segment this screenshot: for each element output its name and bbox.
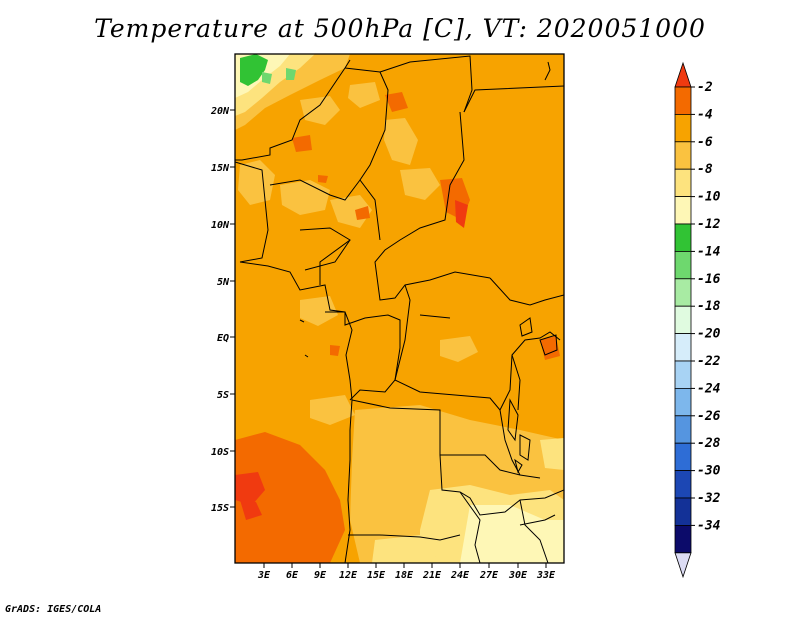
colorbar-label: -8 [697, 162, 713, 177]
lon-tick-label: 21E [422, 570, 442, 581]
lat-tick-label: 5N [217, 277, 230, 288]
lon-tick-label: 12E [339, 570, 358, 581]
temperature-field [235, 54, 564, 563]
colorbar-label: -18 [697, 299, 721, 314]
lon-tick-label: 3E [257, 570, 271, 581]
lon-tick-label: 33E [536, 570, 556, 581]
colorbar-swatch [674, 168, 692, 197]
colorbar-label: -16 [697, 272, 721, 287]
lat-tick-label: 5S [217, 390, 229, 401]
colorbar-label: -6 [697, 135, 713, 150]
colorbar-swatch [674, 525, 692, 554]
colorbar-label: -22 [697, 354, 721, 369]
colorbar-bottom-arrow [674, 552, 692, 579]
colorbar-swatch [674, 196, 692, 225]
colorbar-swatch [674, 141, 692, 170]
lat-axis: 20N 15N 10N 5N EQ 5S 10S 15S [210, 106, 235, 514]
colorbar-swatch [674, 333, 692, 362]
colorbar-top-arrow [674, 61, 692, 88]
colorbar-swatch [674, 360, 692, 389]
colorbar-swatch [674, 278, 692, 307]
lat-tick-label: 10N [211, 220, 230, 231]
colorbar-label: -14 [697, 244, 721, 259]
colorbar-swatch [674, 387, 692, 417]
lat-tick-label: 10S [211, 447, 229, 458]
colorbar-swatch [674, 250, 692, 280]
colorbar-swatch [674, 415, 692, 444]
lat-tick-label: 20N [210, 106, 230, 117]
colorbar-label: -10 [697, 190, 721, 205]
colorbar-swatch [674, 305, 692, 335]
lon-tick-label: 18E [395, 570, 414, 581]
lon-tick-label: 27E [479, 570, 499, 581]
country-borders [235, 55, 564, 563]
colorbar-swatch [674, 223, 692, 252]
colorbar-swatch [674, 497, 692, 526]
lon-tick-label: 30E [508, 570, 528, 581]
colorbar-swatch [674, 86, 692, 115]
colorbar-label: -26 [697, 409, 721, 424]
colorbar-swatch [674, 442, 692, 472]
map-frame [234, 53, 565, 564]
colorbar-label: -32 [697, 491, 721, 506]
lon-tick-label: 15E [367, 570, 386, 581]
lat-tick-label: 15S [211, 503, 229, 514]
colorbar-label: -28 [697, 436, 721, 451]
colorbar-label: -20 [697, 327, 721, 342]
map-title: Temperature at 500hPa [C], VT: 202005100… [94, 14, 706, 43]
lon-axis: 3E 6E 9E 12E 15E 18E 21E 24E 27E 30E 33E [257, 563, 556, 581]
grads-credit: GrADS: IGES/COLA [5, 604, 102, 615]
colorbar-label: -12 [697, 217, 721, 232]
colorbar-label: -30 [697, 464, 721, 479]
colorbar-swatch [674, 114, 692, 143]
lon-tick-label: 9E [314, 570, 327, 581]
colorbar-label: -34 [697, 518, 721, 533]
lon-tick-label: 6E [286, 570, 299, 581]
colorbar-swatch [674, 470, 692, 499]
lon-tick-label: 24E [450, 570, 470, 581]
colorbar-label: -4 [697, 107, 713, 122]
lat-tick-label: 15N [211, 163, 230, 174]
lat-tick-label: EQ [217, 333, 229, 344]
colorbar-label: -2 [697, 80, 713, 95]
colorbar-label: -24 [697, 381, 721, 396]
colorbar: -2 -4 -6 -8 -10 -12 -14 -16 -18 -20 -22 -24 -26 -28 -3… [674, 61, 721, 579]
